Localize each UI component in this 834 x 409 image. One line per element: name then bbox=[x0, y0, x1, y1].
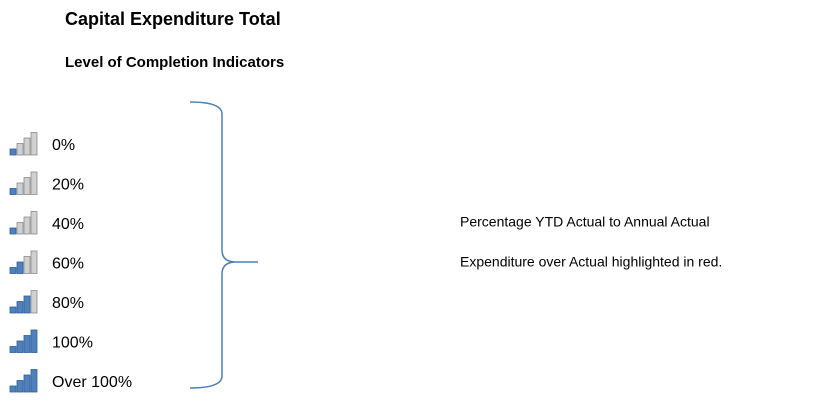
subtitle: Level of Completion Indicators bbox=[65, 54, 284, 71]
level-icon-bar bbox=[23, 256, 31, 274]
level-label: 20% bbox=[52, 177, 84, 194]
note: Percentage YTD Actual to Annual Actual bbox=[460, 214, 710, 230]
level-icon-bar bbox=[23, 335, 31, 353]
level-icon-bar bbox=[9, 306, 17, 314]
level-icon-bar bbox=[9, 227, 17, 235]
level-icon-bar bbox=[16, 182, 24, 195]
level-icon-bar bbox=[16, 301, 24, 314]
level-icon-bar bbox=[30, 211, 38, 235]
level-icon-bar bbox=[23, 374, 31, 393]
level-icon-bar bbox=[30, 132, 38, 156]
level-icon-bar bbox=[30, 329, 38, 353]
level-label: 60% bbox=[52, 256, 84, 273]
level-icon-bar bbox=[9, 385, 17, 393]
level-icon-bar bbox=[16, 143, 24, 156]
level-icon-bar bbox=[16, 380, 24, 393]
level-icon-bar bbox=[9, 188, 17, 195]
level-icon-bar bbox=[9, 267, 17, 274]
level-label: 40% bbox=[52, 216, 84, 233]
level-label: 100% bbox=[52, 335, 93, 352]
level-icon-bar bbox=[23, 295, 31, 314]
level-icon-bar bbox=[23, 216, 31, 235]
level-label: 0% bbox=[52, 137, 75, 154]
title: Capital Expenditure Total bbox=[65, 9, 281, 29]
level-icon-bar bbox=[30, 369, 38, 393]
level-icon-bar bbox=[16, 222, 24, 235]
level-icon-bar bbox=[30, 250, 38, 274]
level-label: Over 100% bbox=[52, 374, 132, 391]
note: Expenditure over Actual highlighted in r… bbox=[460, 254, 722, 270]
level-icon-bar bbox=[30, 290, 38, 314]
level-icon-bar bbox=[9, 346, 17, 353]
level-label: 80% bbox=[52, 295, 84, 312]
level-icon-bar bbox=[16, 340, 24, 353]
bracket bbox=[189, 101, 258, 389]
level-icon-bar bbox=[23, 177, 31, 195]
level-icon-bar bbox=[9, 148, 17, 156]
level-icon-bar bbox=[30, 171, 38, 195]
level-icon-bar bbox=[23, 137, 31, 156]
level-icon-bar bbox=[16, 261, 24, 274]
